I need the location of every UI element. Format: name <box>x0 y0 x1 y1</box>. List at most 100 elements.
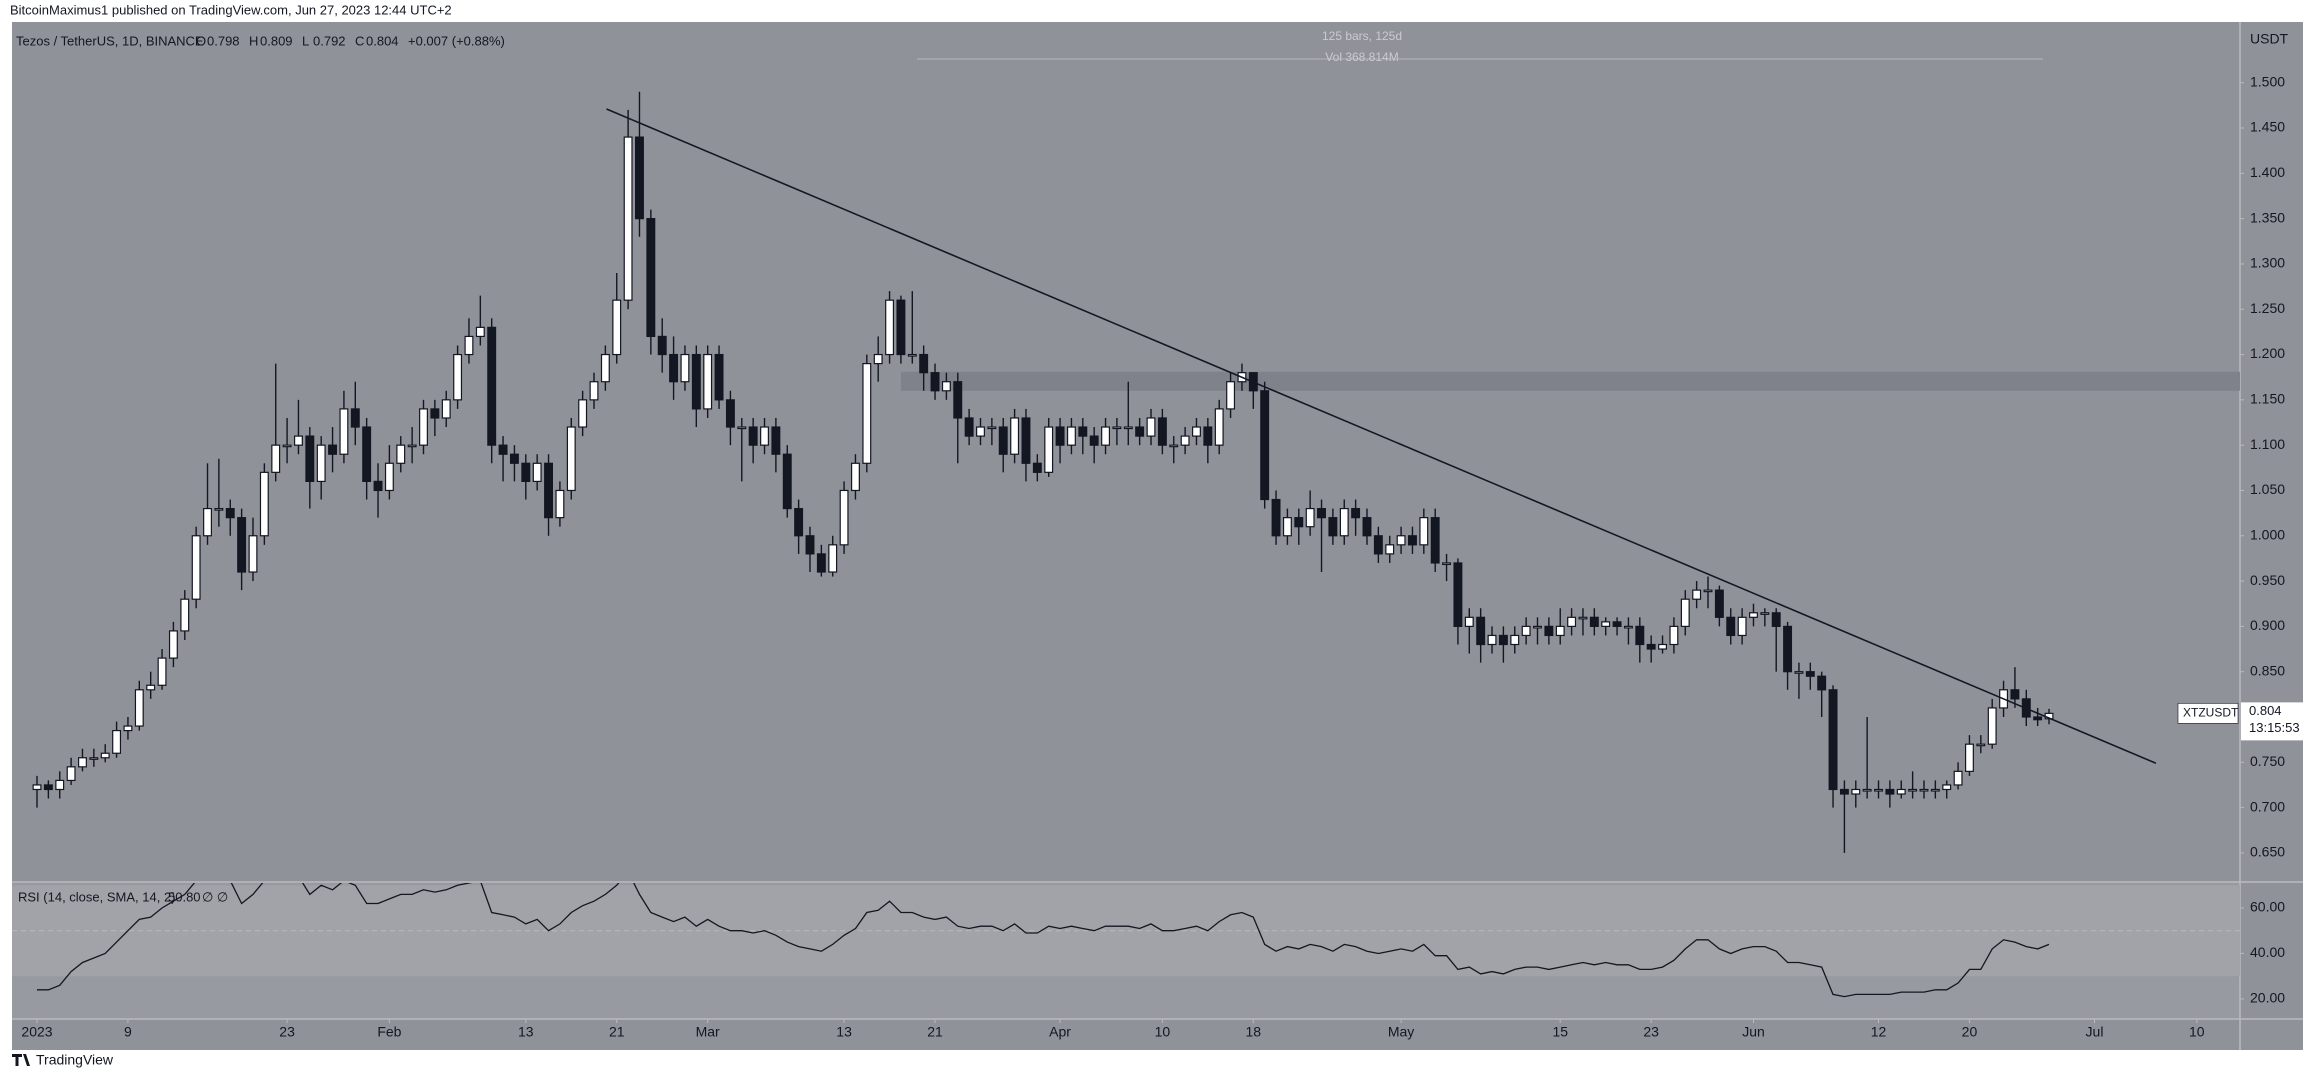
candle-body <box>419 408 428 446</box>
candle-body <box>225 507 235 519</box>
candle-body <box>1385 544 1395 555</box>
x-tick-label: 9 <box>124 1024 132 1040</box>
candle-body <box>1146 417 1156 437</box>
candle-body <box>1760 612 1770 615</box>
y-tick-label: 1.250 <box>2250 300 2285 316</box>
candle-body <box>703 353 713 410</box>
candle-body <box>1737 616 1747 637</box>
candle-body <box>1328 517 1338 537</box>
candle-body <box>635 136 644 220</box>
candle-body <box>1692 589 1702 600</box>
candle-body <box>1351 507 1361 519</box>
price-box <box>2241 702 2303 741</box>
candle-body <box>1680 598 1690 627</box>
candle-body <box>475 326 485 338</box>
candle-body <box>1339 507 1349 537</box>
candle-body <box>487 326 497 446</box>
candle-body <box>1055 426 1065 446</box>
candle-body <box>600 353 610 383</box>
candle-body <box>1464 616 1474 627</box>
x-tick-label: 13 <box>836 1024 852 1040</box>
candle-body <box>1862 788 1872 792</box>
candle-body <box>407 444 417 448</box>
candle-body <box>1567 616 1577 627</box>
publisher: BitcoinMaximus1 published on TradingView… <box>10 2 452 17</box>
candle-body <box>1794 671 1804 674</box>
candle-body <box>1180 435 1190 446</box>
ohlc-label: L <box>302 33 309 48</box>
candle-body <box>1987 707 1997 745</box>
y-tick-label: 1.050 <box>2250 481 2285 497</box>
candle-body <box>191 535 201 600</box>
candle-body <box>680 353 690 383</box>
candle-body <box>373 480 383 492</box>
candle-body <box>1362 517 1372 537</box>
candle-body <box>987 426 997 430</box>
candle-body <box>623 136 633 301</box>
candle-body <box>794 507 804 537</box>
candle-body <box>259 471 269 537</box>
candle-body <box>350 408 360 428</box>
countdown: 13:15:53 <box>2249 720 2300 735</box>
candle-body <box>521 462 531 483</box>
candles <box>32 91 2054 853</box>
candle-body <box>441 399 451 419</box>
x-tick-label: May <box>1388 1024 1414 1040</box>
y-tick-label: 1.150 <box>2250 391 2285 407</box>
candle-body <box>134 689 144 727</box>
candle-body <box>1589 616 1599 627</box>
candle-body <box>1612 621 1622 627</box>
ohlc-label: H <box>249 33 258 48</box>
x-tick-label: Mar <box>696 1024 720 1040</box>
candle-body <box>976 426 985 437</box>
candle-body <box>816 553 826 573</box>
candle-body <box>566 426 576 492</box>
candle-body <box>384 462 394 492</box>
candle-body <box>112 729 122 754</box>
candle-body <box>896 299 906 356</box>
candle-body <box>1123 426 1133 430</box>
candle-body <box>1192 426 1201 437</box>
candle-body <box>1442 562 1452 566</box>
candle-body <box>1658 643 1668 650</box>
x-tick-label: 13 <box>518 1024 534 1040</box>
candle-body <box>1476 616 1486 646</box>
candle-body <box>1544 625 1554 637</box>
candle-body <box>100 752 110 759</box>
candle-body <box>509 453 519 464</box>
candle-body <box>839 489 849 546</box>
x-tick-label: 10 <box>1155 1024 1171 1040</box>
candle-body <box>293 435 303 446</box>
candle-body <box>1407 535 1417 546</box>
x-tick-label: 21 <box>927 1024 943 1040</box>
candle-body <box>1396 535 1406 546</box>
candle-body <box>203 507 212 537</box>
candle-body <box>237 517 247 573</box>
candle-body <box>328 444 338 455</box>
ohlc-label: C <box>355 33 364 48</box>
x-tick-label: Feb <box>377 1024 401 1040</box>
candle-body <box>1487 634 1497 646</box>
candle-body <box>737 426 747 430</box>
candle-body <box>146 684 156 691</box>
candle-body <box>862 363 872 464</box>
candle-body <box>1805 671 1815 677</box>
candle-body <box>32 784 42 791</box>
candle-body <box>1828 689 1838 791</box>
candle-body <box>953 381 963 419</box>
candle-body <box>1783 625 1793 673</box>
y-tick-label: 1.450 <box>2250 119 2285 135</box>
candle-body <box>1021 417 1031 464</box>
candle-body <box>1851 788 1861 795</box>
last-price: 0.804 <box>2249 703 2282 718</box>
footer-logo <box>12 1054 30 1066</box>
candle-body <box>498 444 508 455</box>
change: +0.007 (+0.88%) <box>408 33 505 48</box>
candle-body <box>1498 634 1508 646</box>
y-tick-label: 1.500 <box>2250 73 2285 89</box>
candle-body <box>1839 788 1849 795</box>
ohlc-label: O <box>196 33 206 48</box>
